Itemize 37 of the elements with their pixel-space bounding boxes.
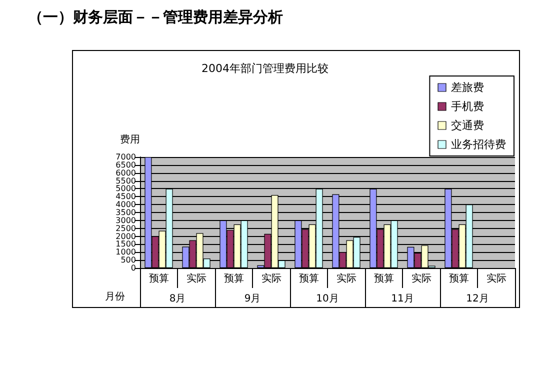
y-axis-title: 费用 xyxy=(120,134,140,146)
x-tick-label: 预算 xyxy=(298,272,319,284)
y-tick-label: 1000 xyxy=(116,248,136,257)
text: 12月 xyxy=(466,294,489,304)
x-tick-label: 实际 xyxy=(261,272,282,284)
legend-label: 业务招待费 xyxy=(451,138,506,151)
x-tick-label: 预算 xyxy=(148,272,169,284)
legend-label: 交通费 xyxy=(451,119,484,132)
chart-subtitle: 2004年部门管理费用比较 xyxy=(202,62,328,75)
text: 10月 xyxy=(316,294,339,304)
x-tick-label: 实际 xyxy=(486,272,506,284)
text: 11月 xyxy=(391,294,414,304)
legend-label: 手机费 xyxy=(451,100,484,113)
y-tick-label: 5000 xyxy=(116,184,136,194)
y-tick-label: 3000 xyxy=(116,216,136,225)
x-tick-label: 预算 xyxy=(448,272,469,284)
y-tick-label: 4500 xyxy=(116,192,136,202)
y-tick-label: 1500 xyxy=(116,240,136,249)
y-tick-label: 2000 xyxy=(116,232,136,241)
x-tick-label: 实际 xyxy=(186,272,206,284)
text: 9月 xyxy=(244,294,261,304)
y-tick-label: 7000 xyxy=(116,152,136,162)
x-axis-title: 月份 xyxy=(105,292,125,302)
x-tick-label: 实际 xyxy=(411,272,432,284)
x-tick-label: 预算 xyxy=(224,272,244,284)
y-tick-label: 3500 xyxy=(116,208,136,217)
y-tick-label: 2500 xyxy=(116,224,136,233)
x-tick-label: 预算 xyxy=(374,272,394,284)
y-tick-label: 4000 xyxy=(116,200,136,210)
y-tick-label: 6000 xyxy=(116,168,136,178)
chart-title: （一）财务层面－－管理费用差异分析 xyxy=(28,8,283,27)
y-tick-label: 6500 xyxy=(116,160,136,170)
y-tick-label: 500 xyxy=(120,256,136,265)
x-tick-label: 实际 xyxy=(336,272,356,284)
legend-label: 差旅费 xyxy=(451,81,484,94)
text: 8月 xyxy=(169,294,186,304)
y-tick-label: 5500 xyxy=(116,176,136,186)
